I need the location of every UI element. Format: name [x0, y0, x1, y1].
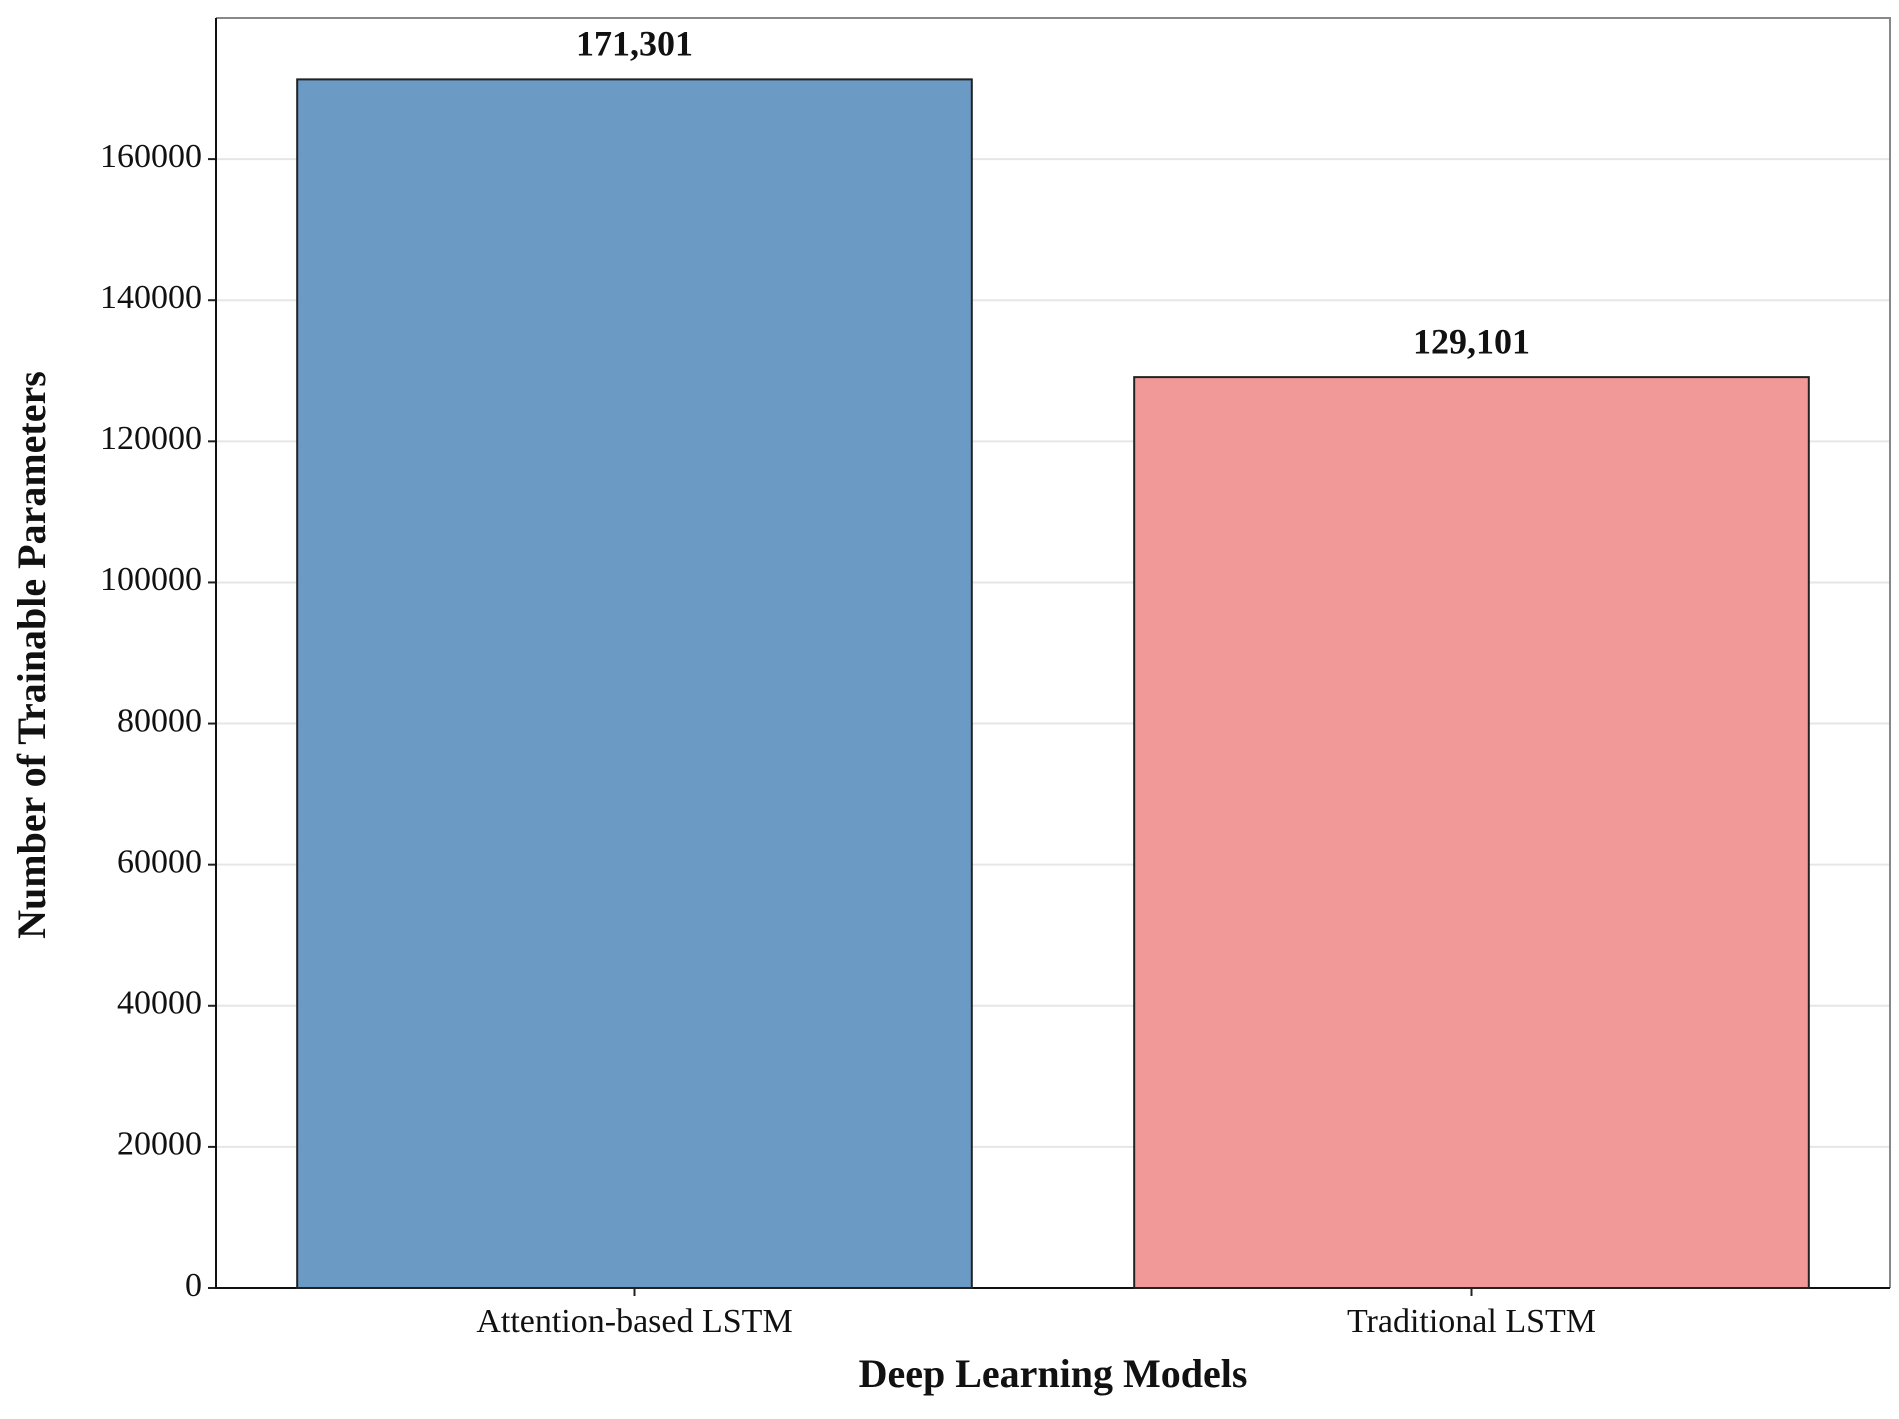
value-label: 129,101 — [1413, 321, 1530, 361]
y-tick-label: 0 — [185, 1267, 202, 1304]
bar — [296, 78, 973, 1290]
value-label: 171,301 — [576, 24, 693, 64]
x-tick-label: Traditional LSTM — [1347, 1303, 1596, 1340]
y-tick-label: 60000 — [117, 843, 202, 880]
y-tick-label: 140000 — [100, 279, 202, 316]
y-tick-label: 80000 — [117, 702, 202, 739]
bar — [1133, 376, 1810, 1289]
y-tick-label: 40000 — [117, 985, 202, 1022]
x-axis-title: Deep Learning Models — [859, 1351, 1248, 1396]
y-tick-label: 20000 — [117, 1126, 202, 1163]
y-axis-title: Number of Trainable Parameters — [9, 371, 54, 939]
plot-frame — [216, 17, 1891, 1288]
y-tick-label: 160000 — [100, 138, 202, 175]
y-tick-label: 100000 — [100, 561, 202, 598]
y-tick-label: 120000 — [100, 420, 202, 457]
x-tick-label: Attention-based LSTM — [476, 1303, 792, 1340]
